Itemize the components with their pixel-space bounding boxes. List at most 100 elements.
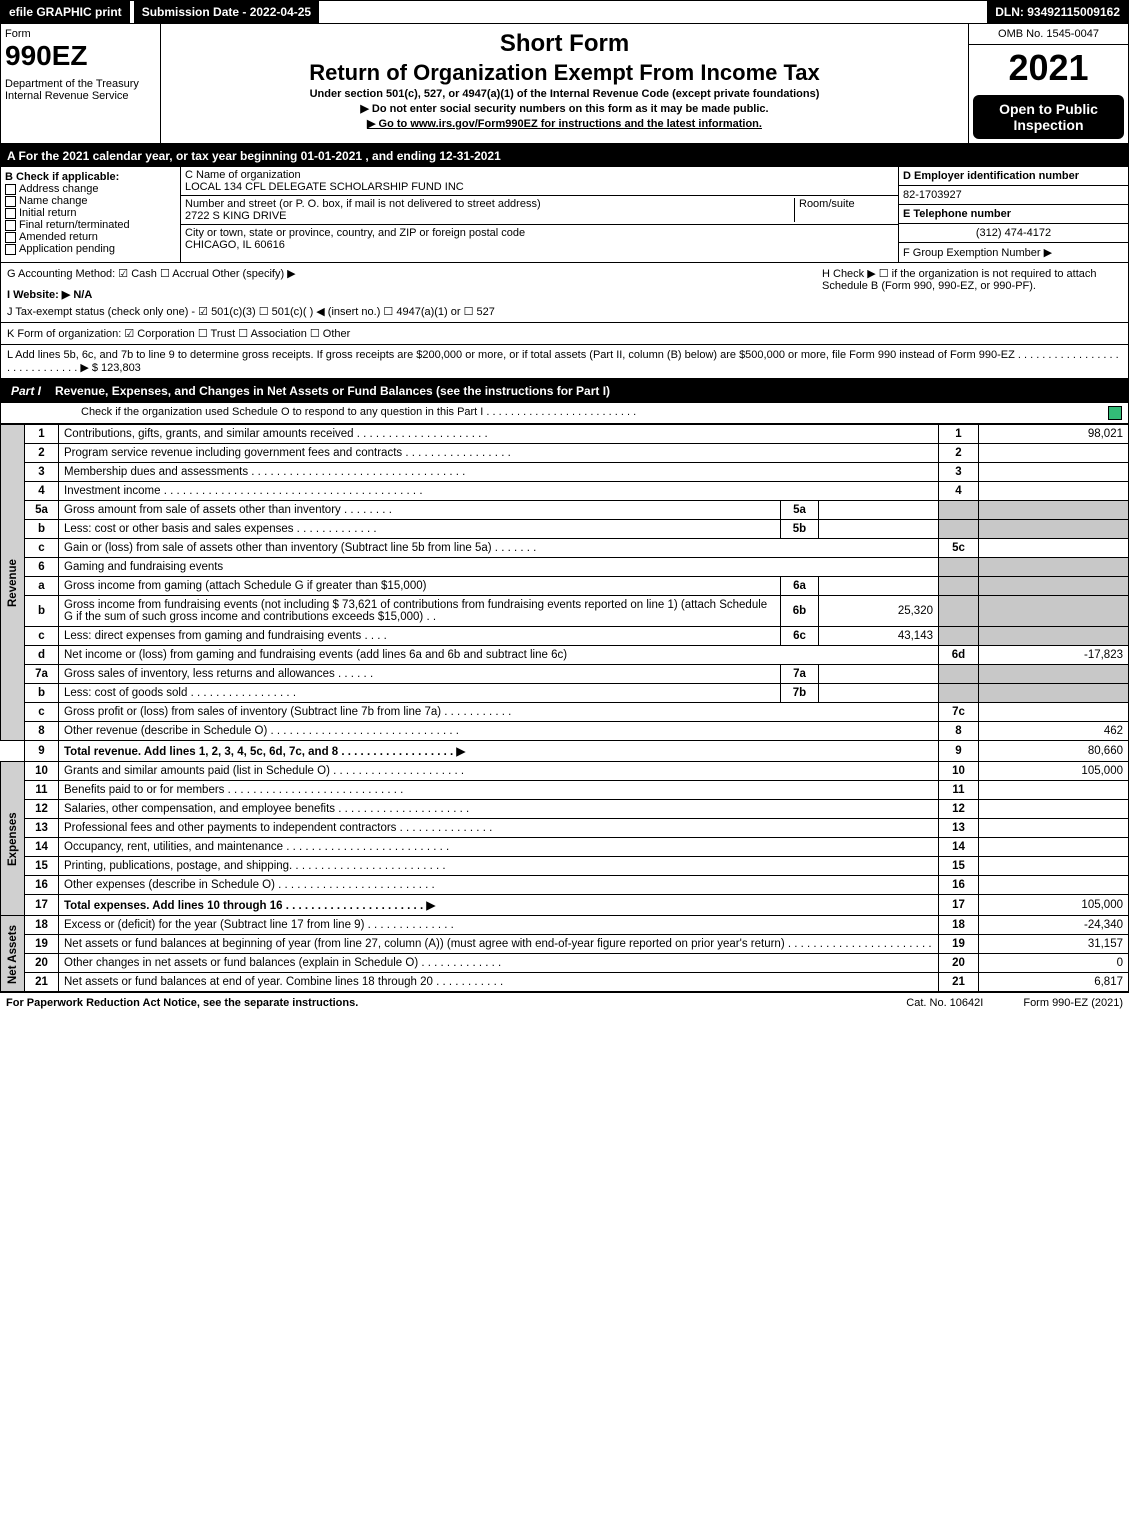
line-desc: Gross sales of inventory, less returns a…: [59, 665, 781, 684]
row-h-schedule-b: H Check ▶ ☐ if the organization is not r…: [822, 267, 1122, 292]
line-7a: 7a Gross sales of inventory, less return…: [1, 665, 1129, 684]
part-i-label: Part I: [1, 380, 51, 402]
line-num: c: [25, 539, 59, 558]
line-value: 105,000: [979, 762, 1129, 781]
line-14: 14 Occupancy, rent, utilities, and maint…: [1, 838, 1129, 857]
info-block: B Check if applicable: Address change Na…: [0, 167, 1129, 263]
check-initial-return[interactable]: Initial return: [5, 207, 176, 219]
line-13: 13 Professional fees and other payments …: [1, 819, 1129, 838]
part-i-sub-text: Check if the organization used Schedule …: [81, 406, 636, 420]
line-value: 462: [979, 722, 1129, 741]
line-value: [979, 838, 1129, 857]
efile-print-label[interactable]: efile GRAPHIC print: [1, 1, 130, 23]
line-ref: 17: [939, 895, 979, 916]
column-c-org-info: C Name of organization LOCAL 134 CFL DEL…: [181, 167, 898, 262]
line-value: [979, 463, 1129, 482]
line-value: 80,660: [979, 741, 1129, 762]
check-application-pending[interactable]: Application pending: [5, 243, 176, 255]
check-label: Name change: [19, 195, 88, 207]
line-value: [979, 781, 1129, 800]
grey-cell: [979, 558, 1129, 577]
line-desc: Investment income . . . . . . . . . . . …: [59, 482, 939, 501]
check-name-change[interactable]: Name change: [5, 195, 176, 207]
revenue-side-label: Revenue: [1, 425, 25, 741]
check-address-change[interactable]: Address change: [5, 183, 176, 195]
check-label: Application pending: [19, 243, 115, 255]
group-exemption: F Group Exemption Number ▶: [899, 243, 1128, 262]
grey-cell: [979, 501, 1129, 520]
sub-line-value: [819, 665, 939, 684]
row-k-form-of-org: K Form of organization: ☑ Corporation ☐ …: [0, 323, 1129, 345]
grey-cell: [939, 665, 979, 684]
check-final-return[interactable]: Final return/terminated: [5, 219, 176, 231]
line-num: 3: [25, 463, 59, 482]
line-ref: 7c: [939, 703, 979, 722]
line-desc: Less: cost or other basis and sales expe…: [59, 520, 781, 539]
line-value: [979, 444, 1129, 463]
dln-number: DLN: 93492115009162: [987, 1, 1128, 23]
line-num: 12: [25, 800, 59, 819]
line-desc: Contributions, gifts, grants, and simila…: [59, 425, 939, 444]
subtitle-url[interactable]: ▶ Go to www.irs.gov/Form990EZ for instru…: [165, 117, 964, 130]
line-num: 18: [25, 916, 59, 935]
line-num: 10: [25, 762, 59, 781]
check-label: Final return/terminated: [19, 219, 130, 231]
org-name-label: C Name of organization: [185, 169, 301, 181]
line-value: [979, 819, 1129, 838]
line-desc: Total expenses. Add lines 10 through 16 …: [59, 895, 939, 916]
line-num: c: [25, 703, 59, 722]
line-value: 31,157: [979, 935, 1129, 954]
line-15: 15 Printing, publications, postage, and …: [1, 857, 1129, 876]
line-7b: b Less: cost of goods sold . . . . . . .…: [1, 684, 1129, 703]
row-l-gross-receipts: L Add lines 5b, 6c, and 7b to line 9 to …: [0, 345, 1129, 379]
line-num: 19: [25, 935, 59, 954]
sub-line-value: [819, 501, 939, 520]
sub-line-ref: 5a: [781, 501, 819, 520]
city-value: CHICAGO, IL 60616: [185, 239, 285, 251]
org-name-value: LOCAL 134 CFL DELEGATE SCHOLARSHIP FUND …: [185, 181, 464, 193]
line-ref: 8: [939, 722, 979, 741]
line-num: 1: [25, 425, 59, 444]
line-8: 8 Other revenue (describe in Schedule O)…: [1, 722, 1129, 741]
subtitle-code: Under section 501(c), 527, or 4947(a)(1)…: [165, 88, 964, 100]
org-name-cell: C Name of organization LOCAL 134 CFL DEL…: [181, 167, 898, 196]
grey-cell: [939, 520, 979, 539]
schedule-o-checkbox[interactable]: [1108, 406, 1122, 420]
line-desc: Gaming and fundraising events: [59, 558, 939, 577]
omb-number: OMB No. 1545-0047: [969, 24, 1128, 45]
phone-value: (312) 474-4172: [899, 224, 1128, 243]
line-desc: Gross profit or (loss) from sales of inv…: [59, 703, 939, 722]
line-value: [979, 482, 1129, 501]
line-ref: 4: [939, 482, 979, 501]
line-6a: a Gross income from gaming (attach Sched…: [1, 577, 1129, 596]
line-num: b: [25, 596, 59, 627]
line-desc: Other expenses (describe in Schedule O) …: [59, 876, 939, 895]
line-19: 19 Net assets or fund balances at beginn…: [1, 935, 1129, 954]
grey-cell: [939, 577, 979, 596]
line-desc: Printing, publications, postage, and shi…: [59, 857, 939, 876]
grey-cell: [979, 665, 1129, 684]
line-num: c: [25, 627, 59, 646]
grey-cell: [979, 684, 1129, 703]
column-b-checkboxes: B Check if applicable: Address change Na…: [1, 167, 181, 262]
instructions-link[interactable]: ▶ Go to www.irs.gov/Form990EZ for instru…: [367, 118, 762, 130]
line-value: [979, 876, 1129, 895]
check-amended-return[interactable]: Amended return: [5, 231, 176, 243]
line-6d: d Net income or (loss) from gaming and f…: [1, 646, 1129, 665]
sub-line-value: [819, 577, 939, 596]
line-desc: Other revenue (describe in Schedule O) .…: [59, 722, 939, 741]
line-ref: 6d: [939, 646, 979, 665]
line-6c: c Less: direct expenses from gaming and …: [1, 627, 1129, 646]
line-6: 6 Gaming and fundraising events: [1, 558, 1129, 577]
room-suite-label: Room/suite: [799, 198, 855, 210]
short-form-title: Short Form: [165, 30, 964, 58]
line-num: 21: [25, 973, 59, 992]
grey-cell: [979, 627, 1129, 646]
line-3: 3 Membership dues and assessments . . . …: [1, 463, 1129, 482]
sub-line-value: [819, 684, 939, 703]
line-desc: Occupancy, rent, utilities, and maintena…: [59, 838, 939, 857]
line-ref: 16: [939, 876, 979, 895]
netassets-side-label: Net Assets: [1, 916, 25, 992]
form-number: 990EZ: [5, 40, 156, 72]
department-label: Department of the Treasury Internal Reve…: [5, 78, 156, 102]
